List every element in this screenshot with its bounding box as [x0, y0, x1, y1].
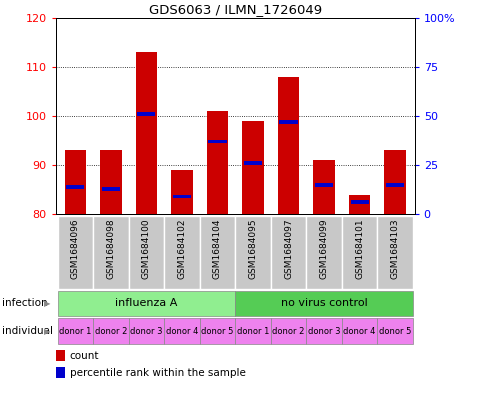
Text: count: count [69, 351, 99, 361]
Bar [58, 290, 235, 316]
Bar [208, 140, 226, 143]
Text: influenza A: influenza A [115, 298, 177, 309]
Text: donor 5: donor 5 [378, 327, 410, 336]
Text: GSM1684099: GSM1684099 [319, 219, 328, 279]
Bar [279, 120, 297, 124]
Text: percentile rank within the sample: percentile rank within the sample [69, 368, 245, 378]
Text: ▶: ▶ [45, 299, 51, 308]
Text: ▶: ▶ [45, 327, 51, 336]
Bar [137, 112, 155, 116]
Text: infection: infection [2, 298, 48, 309]
Text: GSM1684096: GSM1684096 [71, 219, 80, 279]
Bar [100, 150, 121, 214]
Bar [136, 52, 157, 214]
Bar [66, 185, 84, 189]
Text: GSM1684101: GSM1684101 [354, 219, 363, 279]
Bar [270, 318, 306, 344]
Text: donor 1: donor 1 [236, 327, 269, 336]
Bar [58, 216, 93, 289]
Text: individual: individual [2, 326, 53, 336]
Bar [242, 121, 263, 214]
Bar [172, 195, 191, 198]
Bar [58, 318, 93, 344]
Text: GSM1684098: GSM1684098 [106, 219, 115, 279]
Bar [199, 318, 235, 344]
Text: donor 3: donor 3 [130, 327, 162, 336]
Text: GSM1684103: GSM1684103 [390, 219, 399, 279]
Bar [350, 200, 368, 204]
Bar [243, 161, 261, 165]
Bar [377, 216, 412, 289]
Bar [341, 318, 377, 344]
Bar [128, 216, 164, 289]
Bar [306, 318, 341, 344]
Text: GSM1684104: GSM1684104 [212, 219, 222, 279]
Text: no virus control: no virus control [280, 298, 367, 309]
Bar [277, 77, 299, 214]
Text: GSM1684100: GSM1684100 [142, 219, 151, 279]
Bar [206, 111, 227, 214]
Text: donor 2: donor 2 [94, 327, 127, 336]
Bar [384, 150, 405, 214]
Bar [348, 195, 369, 214]
Bar [270, 216, 306, 289]
Text: donor 5: donor 5 [201, 327, 233, 336]
Bar [56, 367, 64, 378]
Bar [314, 183, 333, 187]
Text: GSM1684102: GSM1684102 [177, 219, 186, 279]
Text: GSM1684097: GSM1684097 [284, 219, 292, 279]
Text: donor 4: donor 4 [166, 327, 197, 336]
Bar [306, 216, 341, 289]
Bar [93, 318, 128, 344]
Bar [385, 183, 403, 187]
Text: donor 4: donor 4 [343, 327, 375, 336]
Bar [341, 216, 377, 289]
Bar [93, 216, 128, 289]
Bar [56, 350, 64, 362]
Bar [235, 290, 412, 316]
Bar [164, 216, 199, 289]
Bar [235, 318, 270, 344]
Text: GSM1684095: GSM1684095 [248, 219, 257, 279]
Text: donor 3: donor 3 [307, 327, 340, 336]
Bar [313, 160, 334, 214]
Bar [164, 318, 199, 344]
Text: donor 1: donor 1 [59, 327, 91, 336]
Bar [171, 170, 192, 214]
Bar [235, 216, 270, 289]
Text: donor 2: donor 2 [272, 327, 304, 336]
Bar [64, 150, 86, 214]
Bar [199, 216, 235, 289]
Bar [377, 318, 412, 344]
Title: GDS6063 / ILMN_1726049: GDS6063 / ILMN_1726049 [149, 4, 321, 17]
Bar [102, 187, 120, 191]
Bar [128, 318, 164, 344]
